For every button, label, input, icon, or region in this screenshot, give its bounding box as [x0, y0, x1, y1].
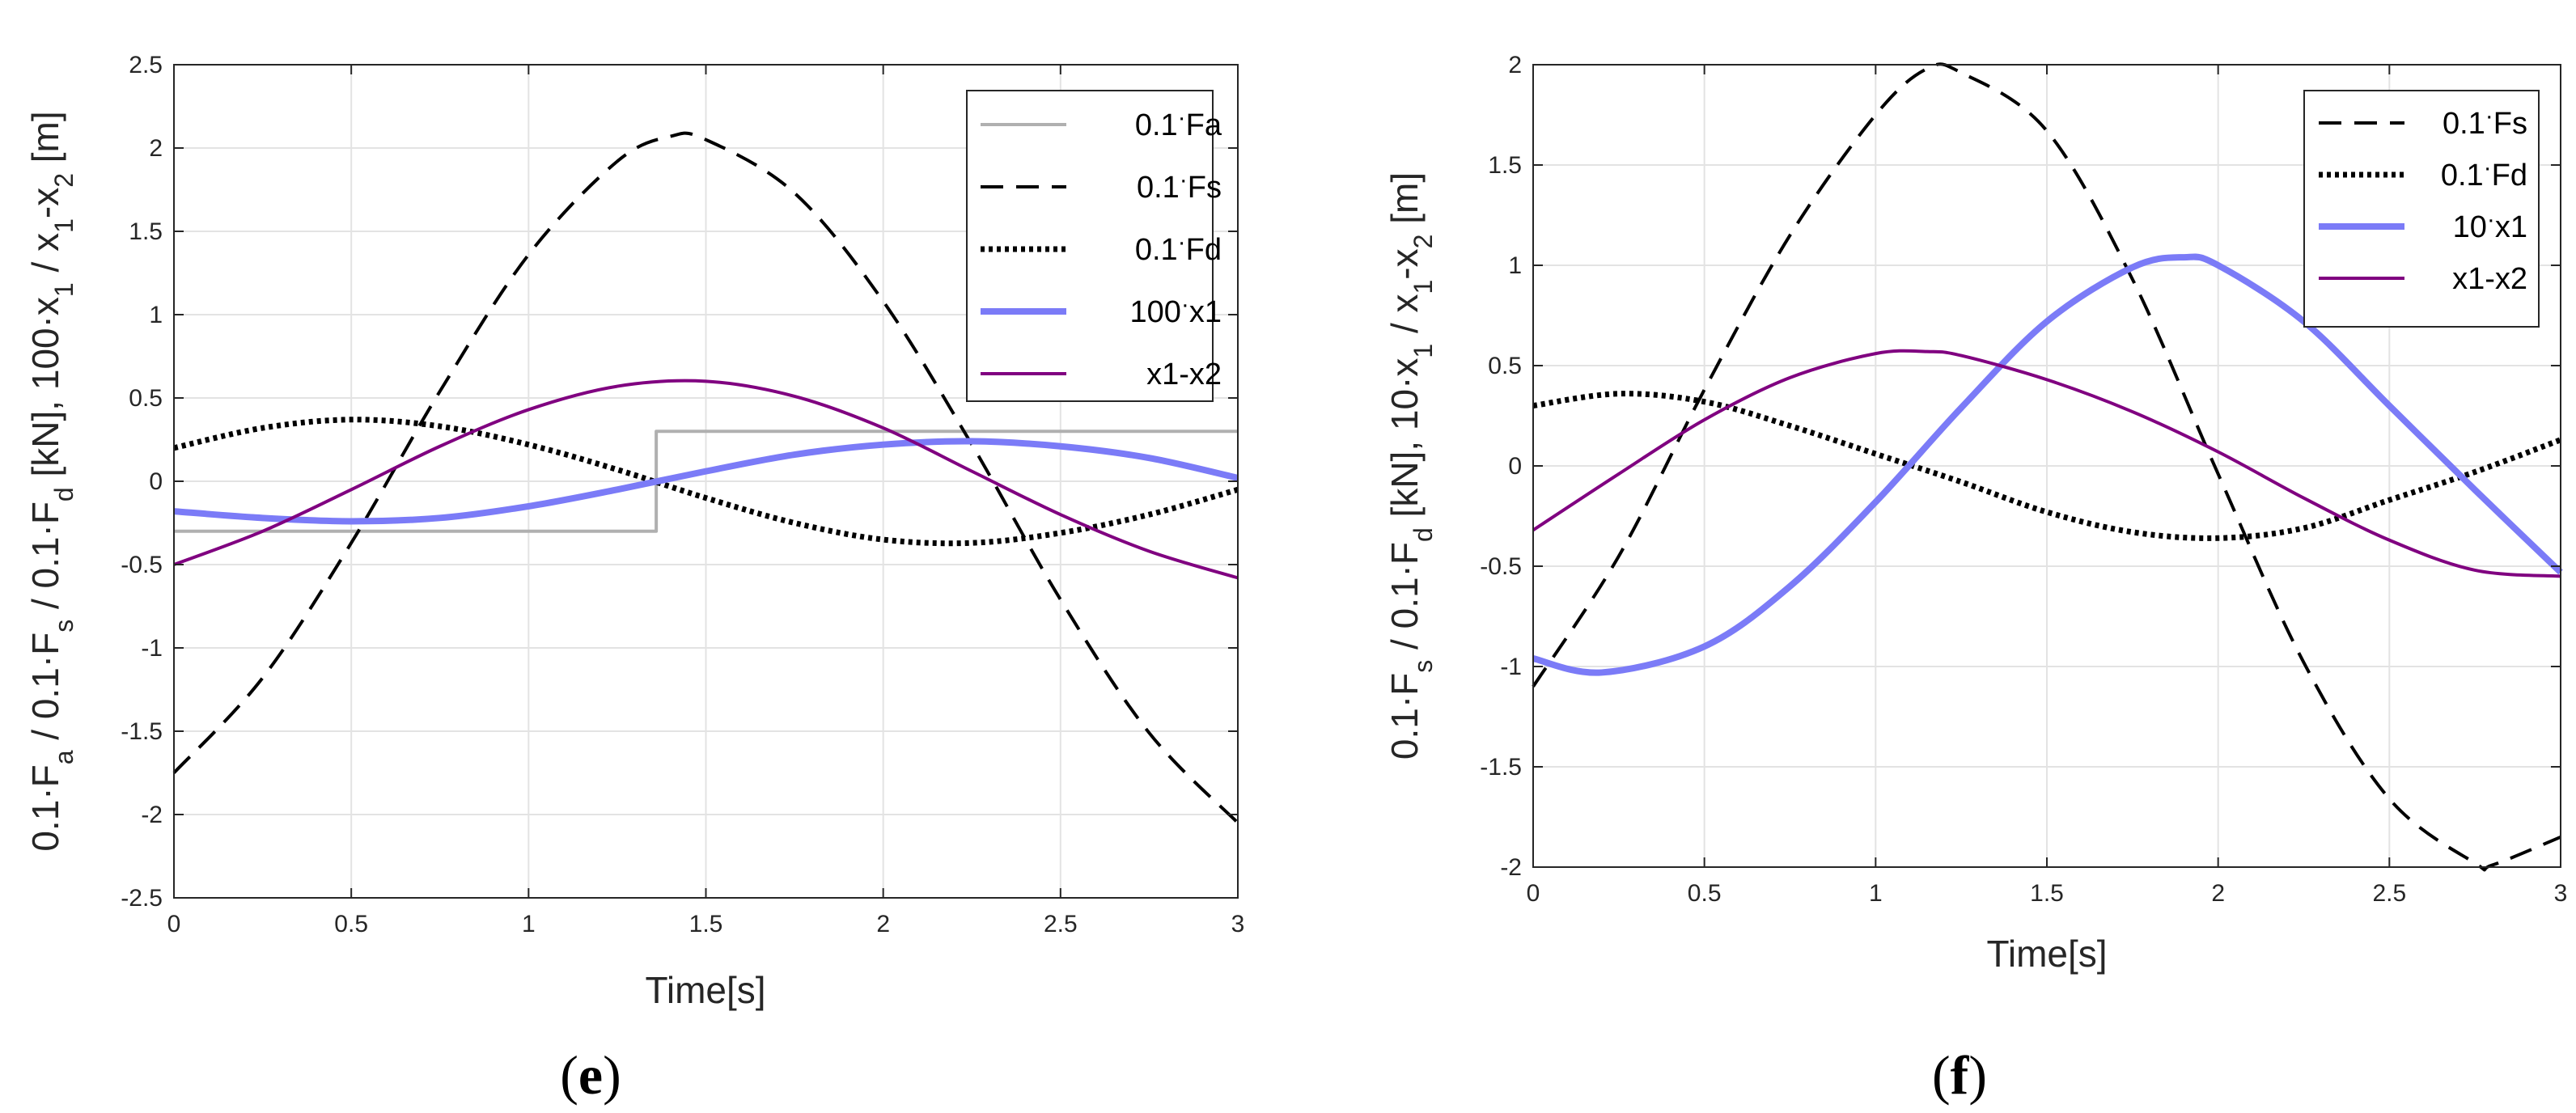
legend-label: 0.1·Fd	[1135, 229, 1222, 267]
legend-label: 10·x1	[2453, 206, 2527, 244]
legend-box-e	[966, 90, 1214, 402]
series-line-0-1-fd	[173, 417, 1239, 547]
series-line-0-1-fs	[172, 131, 1239, 824]
y-tick-label: -1	[1500, 654, 1522, 680]
x-tick-label: 3	[1231, 911, 1245, 937]
y-tick-label: 2	[1508, 52, 1522, 78]
legend-label: x1-x2	[2452, 262, 2527, 296]
x-tick-label: 2	[2211, 880, 2225, 907]
x-tick-label: 0	[1527, 880, 1540, 907]
y-tick-label: 0.5	[129, 385, 163, 412]
x-tick-label: 1	[522, 911, 536, 937]
y-tick-label: 0	[1508, 453, 1522, 480]
series-line-x1-x2	[1532, 349, 2561, 578]
x-tick-label: 1.5	[689, 911, 723, 937]
y-axis-title-e: 0.1·Fa / 0.1·Fs / 0.1·Fd [kN], 100·x1 / …	[24, 111, 78, 851]
legend-label: 100·x1	[1129, 291, 1222, 329]
y-tick-label: 1.5	[129, 218, 163, 245]
x-tick-label: 2	[876, 911, 890, 937]
x-tick-label: 0.5	[334, 911, 368, 937]
legend-f: 0.1·Fs 0.1·Fd 10·x1 x1-x2	[2303, 90, 2540, 328]
x-tick-label: 2.5	[1044, 911, 1078, 937]
series-line-100-x1	[173, 438, 1239, 525]
y-tick-label: 2	[149, 135, 163, 162]
y-tick-label: -2	[1500, 854, 1522, 881]
x-axis-title-f: Time[s]	[1986, 933, 2107, 975]
y-tick-label: 1.5	[1488, 152, 1522, 179]
series-line-0-1-fs	[1532, 62, 2561, 872]
legend-label: 0.1·Fs	[1137, 167, 1222, 205]
series-group-e	[172, 131, 1239, 824]
y-tick-label: -1.5	[121, 718, 163, 745]
series-group-f	[1532, 62, 2563, 872]
y-tick-label: -1.5	[1480, 754, 1522, 781]
legend-e: 0.1·Fa 0.1·Fs 0.1·Fd 100·x1 x1-x2	[966, 90, 1222, 402]
y-tick-label: -1	[141, 635, 163, 662]
x-tick-label: 3	[2554, 880, 2568, 907]
legend-label: x1-x2	[1146, 358, 1222, 391]
x-tick-label: 1	[1869, 880, 1883, 907]
x-tick-label: 0	[167, 911, 181, 937]
ticks-e: 0 0.5 1 1.5 2 2.5 3 -2.5 -2 -1.5 -1 -0.5 0 0.5 1 1.5 2 2.…	[121, 52, 1244, 937]
series-line-10-x1	[1532, 253, 2563, 676]
y-axis-title-f: 0.1·Fs / 0.1·Fd [kN], 10·x1 / x1-x2 [m]	[1383, 172, 1438, 760]
ticks-f: 0 0.5 1 1.5 2 2.5 3 -2 -1.5 -1 -0.5 0 0.5 1 1.5 2	[1480, 52, 2567, 907]
panel-label-e: (e)	[560, 1044, 621, 1106]
y-tick-label: -2	[141, 802, 163, 828]
chart-panel-f: 0 0.5 1 1.5 2 2.5 3 -2 -1.5 -1 -0.5 0 0.5 1 1.5 2 0.1·F…	[1383, 52, 2567, 1106]
panel-label-f: (f)	[1932, 1044, 1987, 1106]
legend-label: 0.1·Fd	[2441, 154, 2527, 193]
legend-label: 0.1·Fa	[1135, 104, 1222, 142]
x-axis-title-e: Time[s]	[645, 969, 765, 1011]
y-tick-label: -0.5	[121, 552, 163, 578]
x-tick-label: 1.5	[2030, 880, 2064, 907]
y-tick-label: -2.5	[121, 885, 163, 912]
series-line-0-1-fd	[1532, 391, 2562, 541]
x-tick-label: 0.5	[1688, 880, 1722, 907]
legend-label: 0.1·Fs	[2443, 103, 2527, 141]
series-line-x1-x2	[173, 379, 1239, 580]
y-tick-label: 0	[149, 468, 163, 495]
y-tick-label: 2.5	[129, 52, 163, 78]
y-tick-label: 1	[1508, 252, 1522, 279]
y-tick-label: 1	[149, 302, 163, 328]
y-tick-label: 0.5	[1488, 353, 1522, 379]
legend-box-f	[2303, 90, 2540, 328]
chart-panel-e: 0 0.5 1 1.5 2 2.5 3 -2.5 -2 -1.5 -1 -0.5 0 0.5 1 1.5 2 2.…	[24, 52, 1244, 1106]
y-tick-label: -0.5	[1480, 553, 1522, 580]
x-tick-label: 2.5	[2372, 880, 2406, 907]
